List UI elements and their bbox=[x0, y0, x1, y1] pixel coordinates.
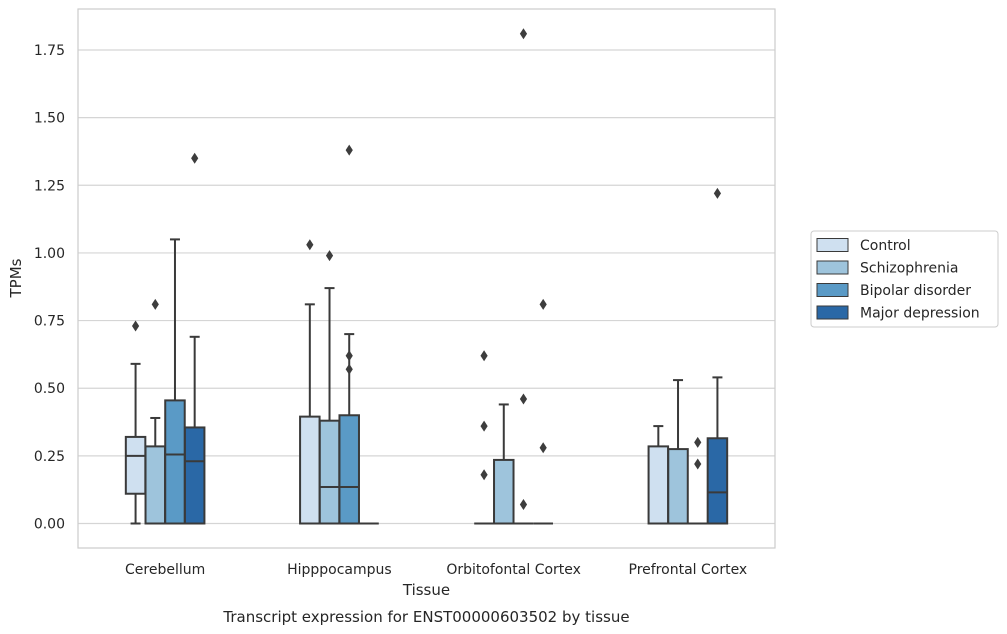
legend-label: Bipolar disorder bbox=[860, 283, 971, 299]
legend-label: Major depression bbox=[860, 306, 980, 322]
x-tick-label: Cerebellum bbox=[125, 562, 205, 578]
outlier-point bbox=[480, 469, 488, 481]
x-tick-label: Prefrontal Cortex bbox=[629, 562, 748, 578]
outlier-point bbox=[151, 298, 159, 310]
outlier-point bbox=[713, 187, 722, 199]
x-tick-label: Hipppocampus bbox=[287, 562, 392, 578]
outlier-point bbox=[519, 28, 528, 40]
legend-swatch bbox=[816, 260, 849, 275]
legend-label: Control bbox=[860, 238, 911, 254]
outlier-point bbox=[539, 298, 547, 310]
y-tick-label: 1.75 bbox=[34, 43, 65, 59]
y-tick-label: 1.00 bbox=[34, 246, 65, 262]
outlier-point bbox=[191, 152, 199, 164]
chart-caption: Transcript expression for ENST0000060350… bbox=[222, 608, 629, 626]
box-body bbox=[706, 437, 729, 525]
box-group bbox=[513, 28, 534, 525]
box-groups bbox=[124, 28, 729, 525]
box-group bbox=[687, 436, 708, 525]
outlier-point bbox=[519, 393, 528, 405]
box-group bbox=[533, 298, 553, 525]
box-group bbox=[183, 152, 206, 525]
outlier-point bbox=[306, 239, 314, 251]
box-group bbox=[493, 403, 515, 525]
box-body bbox=[667, 448, 689, 525]
y-tick-label: 0.75 bbox=[34, 314, 65, 330]
y-tick-label: 1.25 bbox=[34, 178, 65, 194]
box-body bbox=[183, 426, 206, 525]
x-axis-label: Tissue bbox=[402, 581, 450, 599]
box-body bbox=[493, 458, 515, 525]
legend: Control Schizophrenia Bipolar disorder Majo… bbox=[810, 230, 999, 328]
box-group bbox=[318, 250, 341, 525]
box-body bbox=[338, 414, 360, 525]
x-tick-label: Orbitofontal Cortex bbox=[446, 562, 581, 578]
x-axis-ticks: Cerebellum Hipppocampus Orbitofontal Corte… bbox=[125, 562, 747, 578]
box-group bbox=[124, 320, 147, 525]
box-group bbox=[667, 379, 689, 525]
box-body bbox=[299, 415, 321, 525]
box-group bbox=[647, 425, 670, 525]
plot-frame bbox=[77, 8, 776, 549]
y-tick-label: 0.00 bbox=[34, 517, 65, 533]
legend-label: Schizophrenia bbox=[860, 261, 958, 277]
legend-swatch bbox=[816, 305, 849, 320]
outlier-point bbox=[519, 499, 528, 511]
y-tick-label: 1.50 bbox=[34, 111, 65, 127]
outlier-point bbox=[345, 144, 353, 156]
box-body bbox=[318, 419, 341, 525]
box-body bbox=[164, 399, 186, 525]
outlier-point bbox=[345, 350, 353, 362]
legend-swatch bbox=[816, 283, 849, 297]
outlier-point bbox=[694, 436, 702, 448]
y-axis-label: TPMs bbox=[7, 258, 25, 298]
box-group bbox=[474, 350, 494, 525]
outlier-point bbox=[131, 320, 140, 332]
y-tick-label: 0.50 bbox=[34, 381, 65, 397]
outlier-point bbox=[325, 250, 334, 262]
box-body bbox=[647, 445, 670, 525]
outlier-point bbox=[345, 363, 353, 375]
y-axis-ticks: 0.00 0.25 0.50 0.75 1.00 1.25 1.50 1.75 bbox=[34, 43, 65, 533]
legend-swatch bbox=[816, 238, 849, 252]
box-body bbox=[124, 435, 147, 495]
box-group bbox=[706, 187, 729, 525]
legend-frame bbox=[810, 230, 999, 328]
box-body bbox=[144, 445, 167, 525]
outlier-point bbox=[480, 420, 488, 432]
outlier-point bbox=[539, 442, 547, 454]
outlier-point bbox=[480, 350, 488, 362]
box-group bbox=[338, 144, 360, 525]
outlier-point bbox=[694, 458, 702, 470]
y-tick-label: 0.25 bbox=[34, 449, 65, 465]
